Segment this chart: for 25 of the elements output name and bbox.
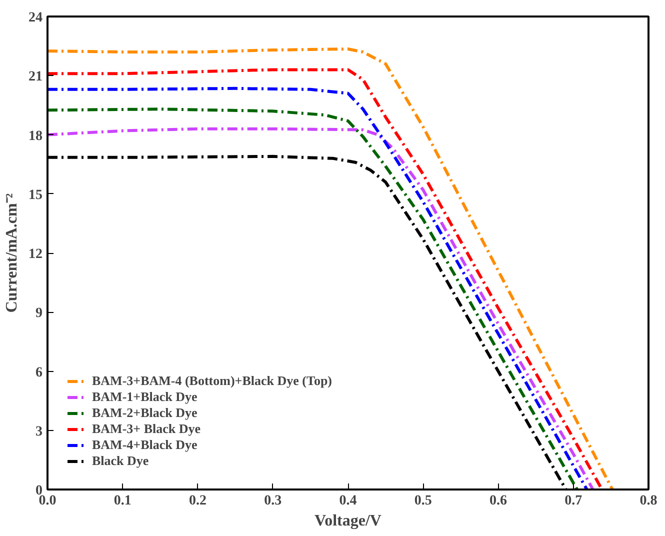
y-axis-title: Current/mA.cm⁻²: [4, 193, 20, 313]
x-tick-label: 0.1: [114, 494, 132, 508]
legend-label: Black Dye: [92, 453, 149, 469]
y-tick-label: 18: [28, 128, 42, 144]
y-tick-label: 24: [28, 10, 42, 26]
y-tick-label: 12: [28, 247, 42, 262]
x-tick-label: 0.8: [640, 494, 658, 508]
legend-label: BAM-4+Black Dye: [92, 437, 198, 453]
x-tick-label: 0.6: [490, 494, 507, 508]
x-tick-label: 0.5: [414, 494, 432, 508]
legend-label: BAM-1+Black Dye: [92, 389, 198, 405]
y-tick-label: 9: [36, 306, 42, 322]
x-tick-label: 0.3: [264, 494, 282, 508]
x-axis-title: Voltage/V: [314, 512, 382, 530]
legend-label: BAM-3+ Black Dye: [92, 421, 201, 437]
x-tick-label: 0.7: [564, 494, 582, 508]
legend-label: BAM-3+BAM-4 (Bottom)+Black Dye (Top): [92, 373, 332, 389]
y-tick-label: 3: [36, 424, 42, 440]
x-tick-label: 0.2: [189, 494, 206, 508]
y-tick-label: 15: [28, 188, 42, 203]
x-tick-label: 0.0: [38, 494, 56, 508]
y-tick-label: 6: [36, 365, 42, 380]
legend-label: BAM-2+Black Dye: [92, 405, 198, 421]
x-tick-label: 0.4: [339, 494, 357, 508]
y-tick-label: 21: [28, 70, 42, 85]
